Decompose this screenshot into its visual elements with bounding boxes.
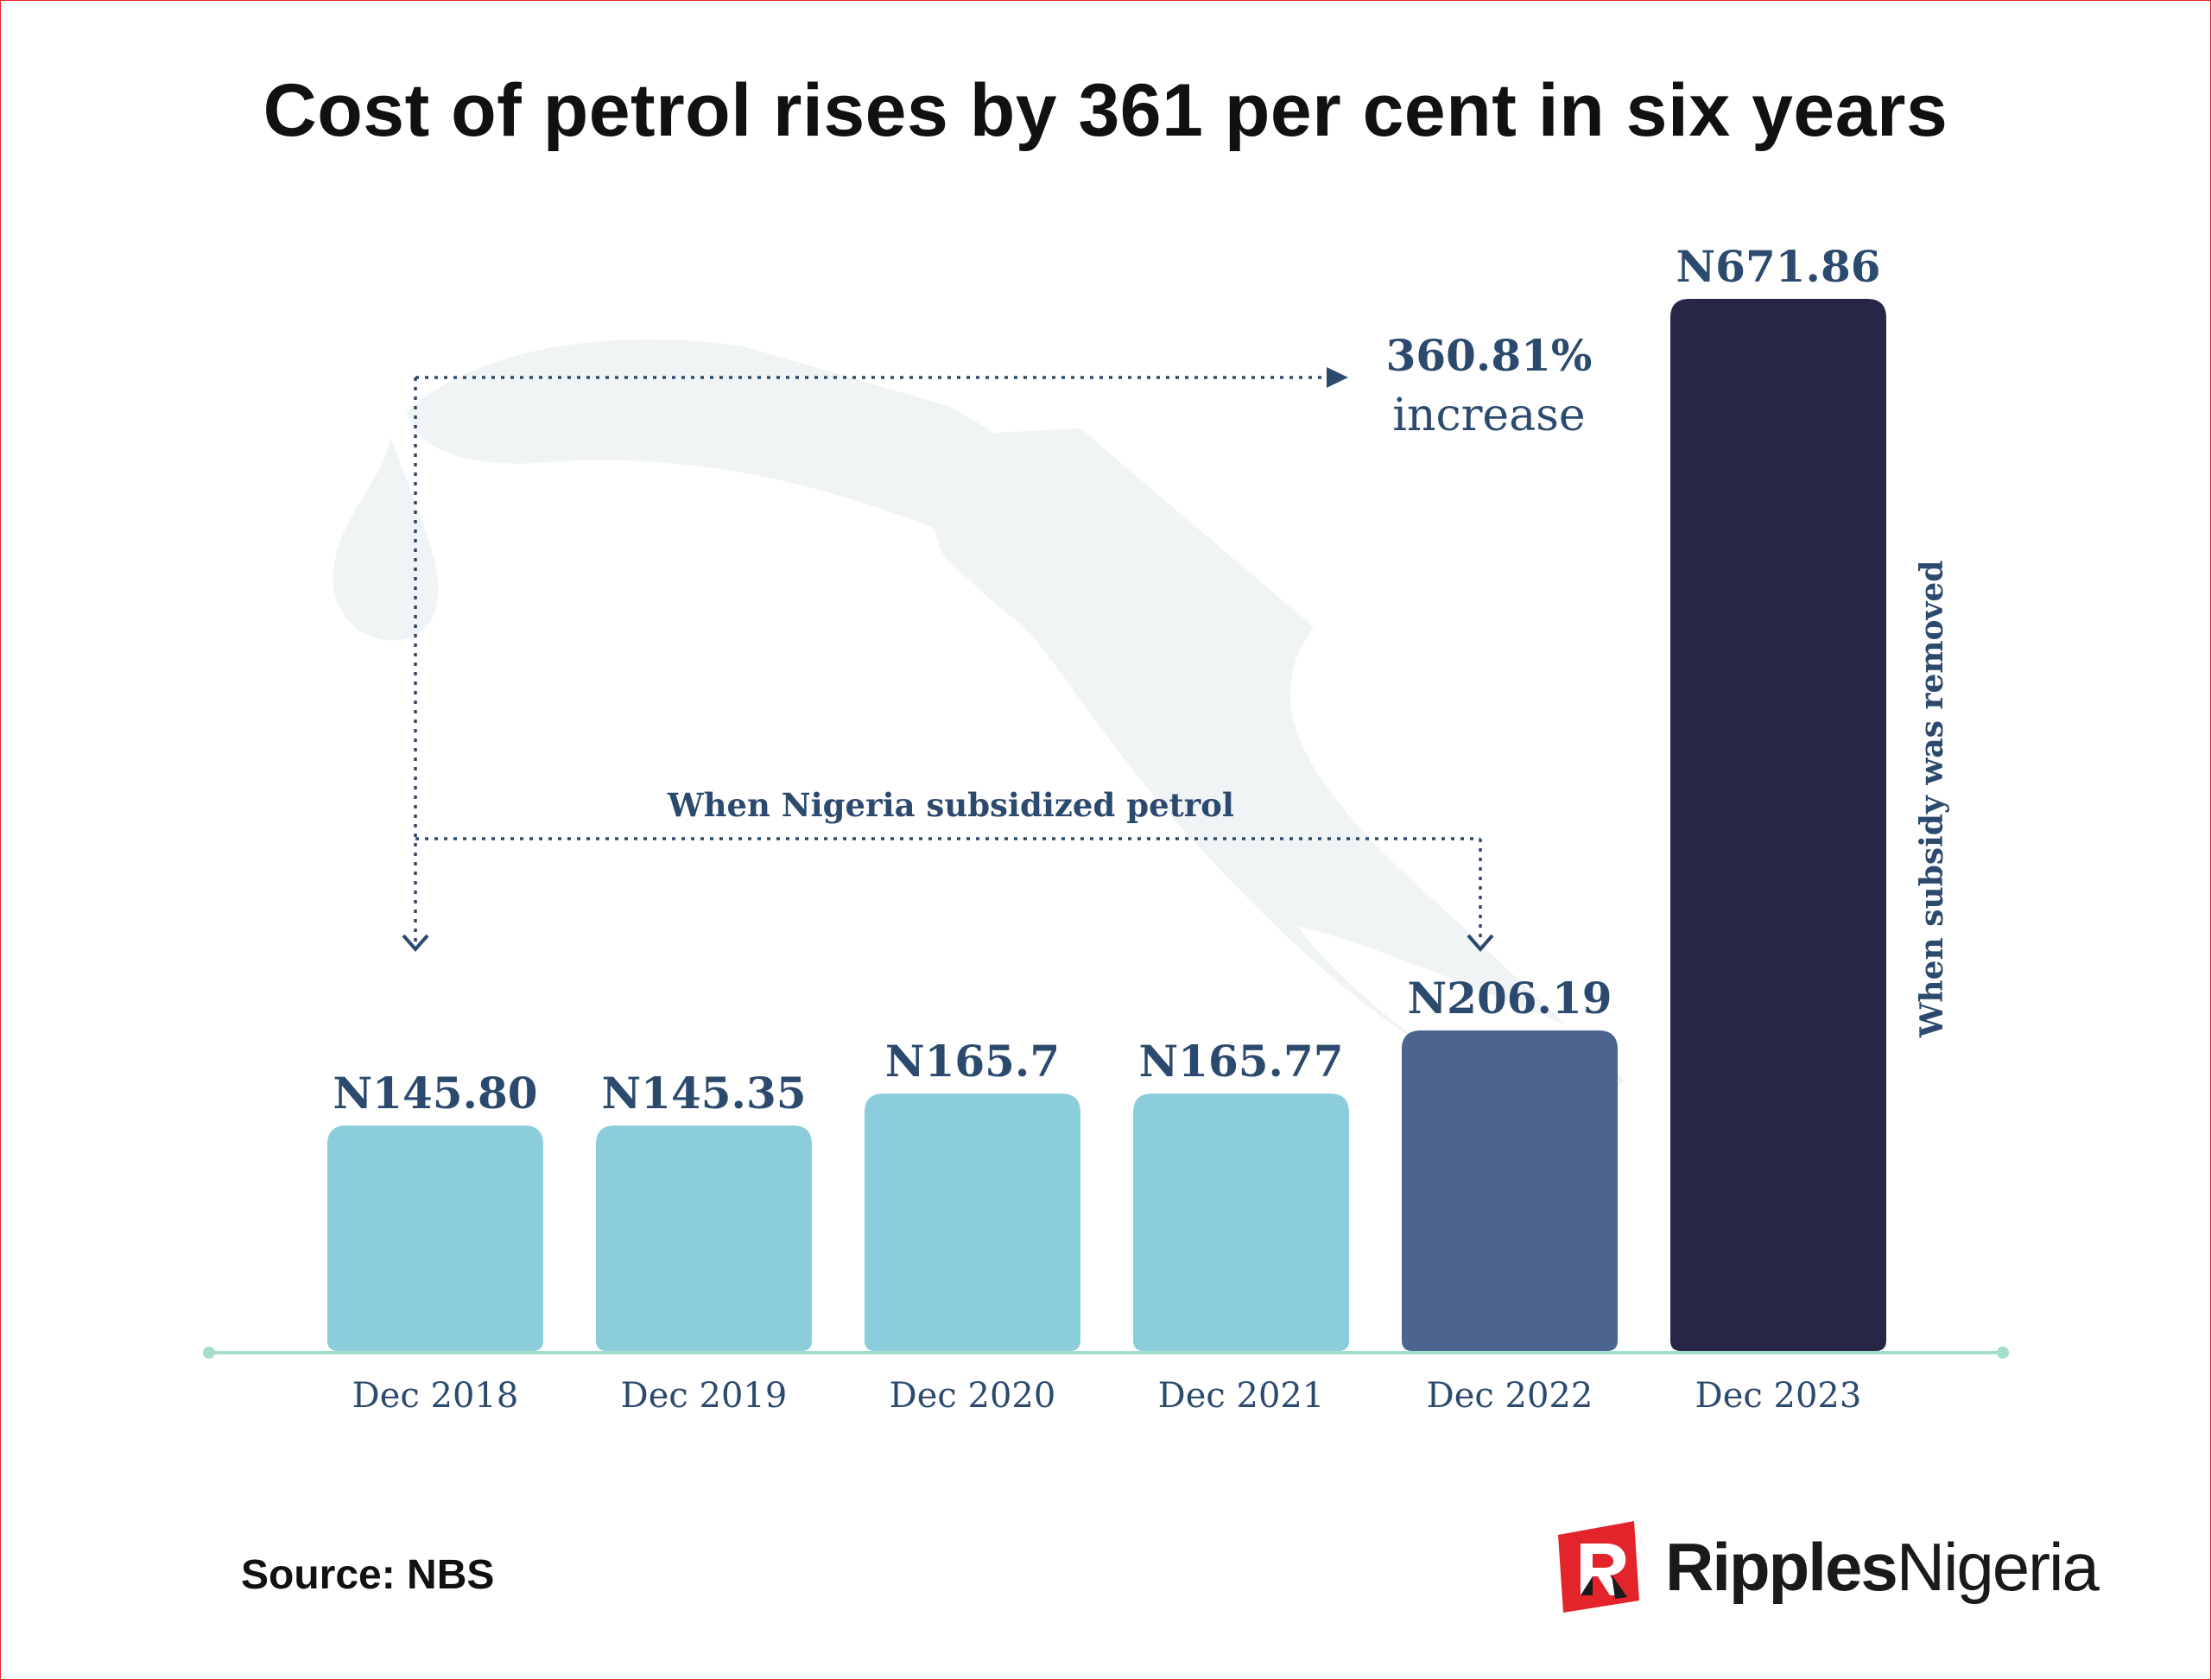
bar-value-label: N145.35 <box>601 1068 806 1119</box>
bar-value-label: N165.77 <box>1138 1036 1343 1087</box>
arrow-right-icon <box>1327 367 1348 388</box>
ripples-r-logo-icon <box>1558 1521 1639 1613</box>
increase-percent-label: 360.81% <box>1386 330 1593 381</box>
x-tick-label: Dec 2021 <box>1158 1376 1325 1416</box>
bar-dec-2019 <box>596 1125 812 1351</box>
x-tick-label: Dec 2019 <box>621 1376 788 1416</box>
bar-dec-2022 <box>1402 1030 1618 1351</box>
source-note: Source: NBS <box>241 1552 495 1598</box>
subsidy-period-bracket <box>414 376 1482 942</box>
increase-word-label: increase <box>1392 390 1585 441</box>
x-axis-baseline <box>203 1347 2009 1359</box>
x-tick-label: Dec 2022 <box>1427 1376 1593 1416</box>
chart-title: Cost of petrol rises by 361 per cent in … <box>263 69 1948 152</box>
bar-value-label: N671.86 <box>1676 241 1880 292</box>
bar-value-label: N145.80 <box>333 1068 537 1119</box>
x-tick-label: Dec 2020 <box>890 1376 1056 1416</box>
bar-value-label: N165.7 <box>885 1036 1060 1087</box>
subsidy-removed-label: When subsidy was removed <box>1914 561 1950 1038</box>
bars-layer: N145.80 Dec 2018 N145.35 Dec 2019 N165.7 Dec … <box>327 241 1886 1416</box>
bar-value-label: N206.19 <box>1407 973 1612 1024</box>
x-tick-label: Dec 2018 <box>352 1376 519 1416</box>
bar-dec-2018 <box>327 1125 543 1351</box>
bar-dec-2020 <box>865 1094 1080 1351</box>
brand-regular: Nigeria <box>1896 1528 2100 1605</box>
bar-dec-2023 <box>1670 299 1886 1351</box>
arrow-icon <box>402 934 1494 953</box>
brand-bold: Ripples <box>1665 1528 1898 1605</box>
ripples-nigeria-logo: RipplesNigeria <box>1551 1519 2100 1614</box>
x-tick-label: Dec 2023 <box>1695 1376 1862 1416</box>
bar-dec-2021 <box>1133 1094 1349 1351</box>
brand-name: RipplesNigeria <box>1665 1528 2100 1607</box>
subsidy-period-label: When Nigeria subsidized petrol <box>667 786 1234 824</box>
